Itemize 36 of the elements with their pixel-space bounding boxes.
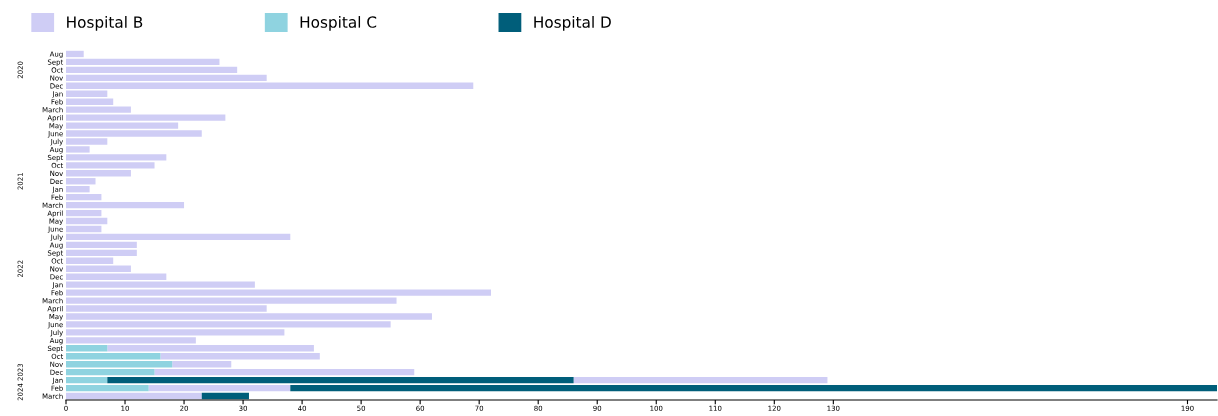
bar	[201, 392, 249, 400]
bar	[172, 361, 232, 368]
bar	[66, 376, 108, 384]
bar	[66, 345, 108, 352]
bar	[66, 193, 102, 201]
bar	[290, 384, 1217, 392]
bar	[66, 368, 155, 376]
bar	[66, 225, 102, 233]
bar	[66, 90, 108, 97]
bar	[66, 265, 131, 272]
bar	[66, 201, 185, 209]
bar	[107, 376, 574, 384]
bar	[66, 50, 84, 58]
bar	[66, 74, 267, 82]
bar	[66, 384, 149, 392]
bar	[66, 257, 114, 264]
bar	[66, 186, 90, 193]
bar	[573, 376, 828, 384]
bar	[66, 249, 137, 257]
bar	[66, 241, 137, 249]
legend-label: Hospital C	[300, 16, 377, 31]
bar	[66, 233, 291, 241]
bar	[160, 353, 320, 360]
bar	[66, 217, 108, 225]
bar	[154, 368, 415, 376]
bar	[66, 392, 202, 400]
bar	[66, 58, 220, 66]
bar	[66, 361, 173, 368]
legend-label: Hospital B	[67, 16, 143, 31]
bar	[66, 353, 161, 360]
bar	[66, 66, 238, 74]
bar	[66, 82, 474, 89]
bar	[66, 178, 96, 185]
bar	[148, 384, 291, 392]
bar	[66, 209, 102, 217]
legend-label: Hospital D	[534, 16, 611, 31]
